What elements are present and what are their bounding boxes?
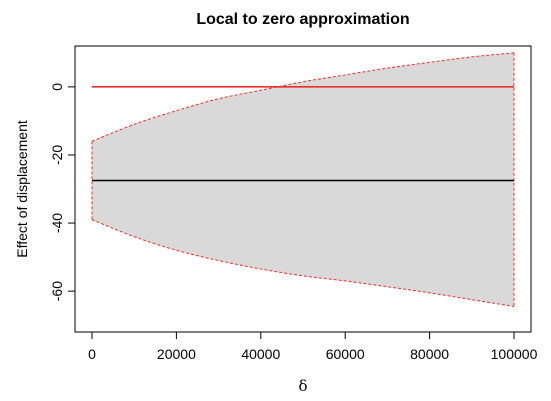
y-tick-label: -40 <box>49 213 65 233</box>
y-tick-label: 0 <box>49 83 65 91</box>
chart-title: Local to zero approximation <box>196 11 409 28</box>
band-upper-edge <box>91 52 515 142</box>
y-tick-label: -20 <box>49 145 65 165</box>
band-lower-edge <box>91 219 515 307</box>
x-tick-label: 80000 <box>410 346 449 362</box>
plot-area <box>91 52 515 307</box>
x-tick-label: 0 <box>88 346 96 362</box>
y-tick-label: -60 <box>49 281 65 301</box>
x-axis-label: δ <box>298 377 307 395</box>
x-tick-label: 20000 <box>157 346 196 362</box>
x-tick-label: 40000 <box>241 346 280 362</box>
x-tick-label: 100000 <box>491 346 538 362</box>
y-axis-label: Effect of displacement <box>14 120 30 258</box>
x-tick-label: 60000 <box>326 346 365 362</box>
y-axis: 0 -20 -40 -60 <box>49 83 76 301</box>
confidence-band <box>92 52 514 307</box>
x-axis: 0 20000 40000 60000 80000 100000 <box>88 331 538 362</box>
